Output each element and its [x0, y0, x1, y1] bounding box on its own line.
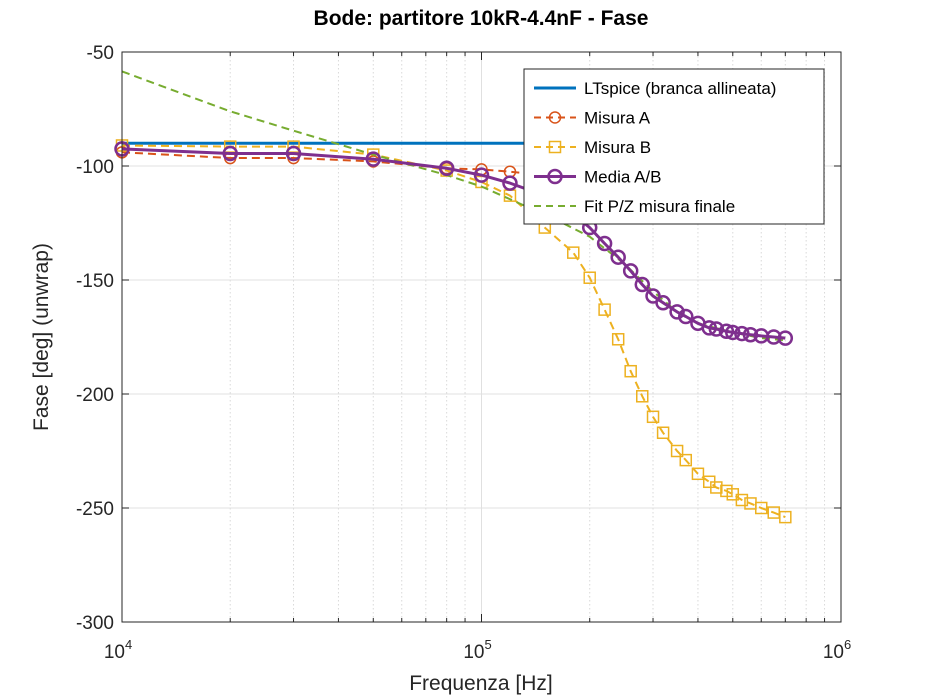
data-point: [735, 493, 749, 507]
series-line: [121, 147, 786, 340]
data-point: [718, 323, 735, 340]
x-axis-label: Frequenza [Hz]: [409, 672, 553, 695]
legend-item: Media A/B: [534, 168, 662, 187]
data-point: [742, 326, 759, 343]
data-point: [567, 246, 580, 259]
y-axis-label: Fase [deg] (unwrap): [30, 243, 53, 431]
y-tick-label: -250: [76, 499, 114, 520]
data-point: [636, 390, 649, 403]
data-point: [365, 151, 382, 167]
legend-item: Misura B: [534, 138, 651, 157]
chart-title: Bode: partitore 10kR-4.4nF - Fase: [314, 7, 649, 30]
x-tick-label: 105: [463, 637, 491, 663]
data-point: [611, 333, 625, 346]
data-point: [596, 235, 613, 252]
y-tick-label: -50: [87, 43, 114, 64]
legend: LTspice (branca allineata) Misura A Misura…: [523, 68, 825, 225]
data-point: [734, 325, 750, 342]
data-point: [669, 304, 685, 320]
data-point: [708, 321, 725, 337]
data-point: [634, 276, 651, 293]
data-point: [598, 303, 611, 316]
axis-ticks: -300 -250 -200 -150 -100 -50 104 105 106: [76, 43, 851, 663]
data-point: [720, 484, 733, 498]
data-point: [779, 510, 792, 524]
data-point: [438, 160, 455, 177]
data-point: [655, 295, 671, 311]
legend-item: Misura A: [534, 109, 651, 128]
data-point: [610, 249, 626, 265]
legend-marker: [548, 111, 562, 124]
data-point: [678, 308, 694, 325]
x-tick-label: 104: [104, 637, 132, 663]
legend-label: Media A/B: [584, 168, 662, 187]
data-point: [583, 271, 596, 284]
x-tick-label: 106: [823, 637, 851, 663]
data-point: [754, 501, 768, 515]
data-point: [725, 324, 741, 341]
legend-label: Misura B: [584, 138, 651, 157]
y-tick-label: -200: [76, 385, 114, 406]
data-point: [473, 167, 490, 183]
series-line: [121, 144, 786, 519]
data-point: [646, 410, 660, 424]
data-point: [691, 467, 705, 481]
legend-marker: [547, 168, 563, 185]
data-point: [656, 426, 670, 440]
data-point: [622, 263, 639, 279]
data-point: [670, 444, 684, 458]
legend-label: Fit P/Z misura finale: [584, 197, 735, 216]
data-point: [765, 329, 782, 345]
data-point: [285, 145, 302, 162]
legend-label: LTspice (branca allineata): [584, 79, 776, 98]
data-point: [701, 320, 717, 336]
y-tick-label: -100: [76, 157, 114, 178]
data-point: [777, 330, 794, 346]
data-point: [710, 481, 723, 494]
y-tick-label: -300: [76, 613, 114, 634]
data-point: [624, 364, 637, 378]
data-point: [679, 453, 693, 467]
data-point: [502, 175, 518, 191]
legend-item: LTspice (branca allineata): [534, 79, 776, 98]
legend-label: Misura A: [584, 109, 651, 128]
data-point: [222, 145, 238, 162]
legend-item: Fit P/Z misura finale: [534, 197, 735, 216]
y-tick-label: -150: [76, 271, 114, 292]
legend-marker: [548, 140, 562, 154]
